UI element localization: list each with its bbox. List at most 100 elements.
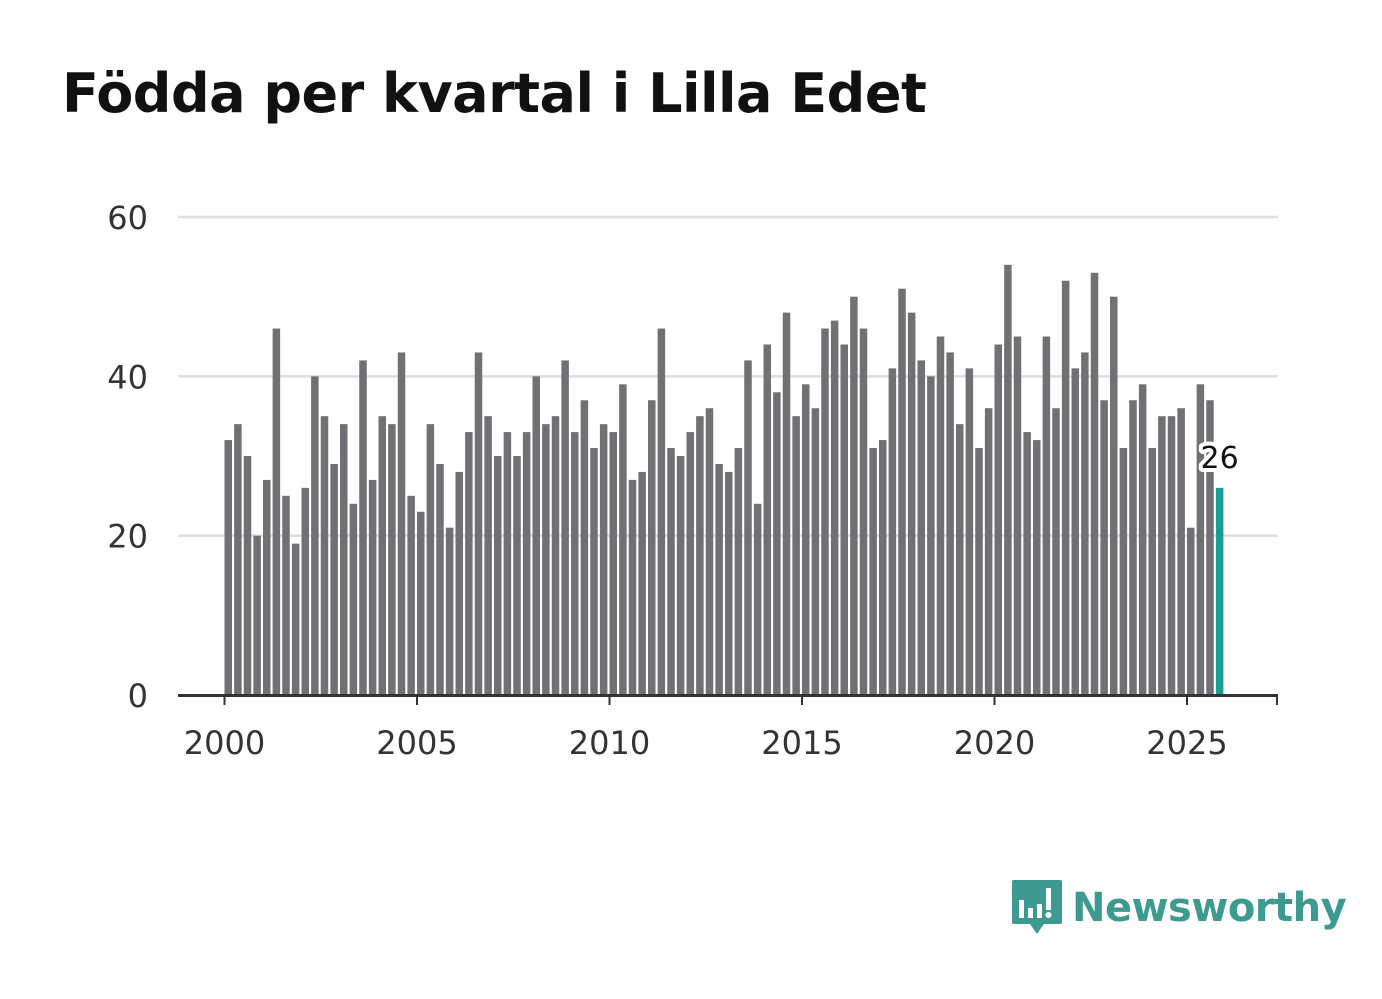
bar <box>1119 448 1128 695</box>
bar <box>465 432 473 695</box>
bar <box>715 463 723 695</box>
bar <box>1196 384 1205 695</box>
bar <box>311 376 319 695</box>
x-tick-label-2005: 2005 <box>376 724 457 762</box>
bar <box>484 416 492 695</box>
bar <box>503 432 512 695</box>
bar <box>879 440 887 695</box>
bar <box>1177 408 1185 695</box>
bar <box>609 432 618 695</box>
bar <box>1206 400 1214 695</box>
bar <box>1071 368 1080 695</box>
bar <box>291 543 300 695</box>
bar <box>648 400 656 695</box>
x-tick-label-2025: 2025 <box>1146 724 1227 762</box>
bar <box>1129 400 1137 695</box>
bar <box>1148 448 1157 695</box>
bar <box>1090 272 1099 695</box>
bar <box>975 448 983 695</box>
bar <box>388 424 396 695</box>
bar <box>676 456 685 695</box>
chart-title: Födda per kvartal i Lilla Edet <box>62 62 927 125</box>
bar <box>1033 440 1041 695</box>
x-tick-label-2020: 2020 <box>954 724 1035 762</box>
bar <box>1158 416 1166 695</box>
bar <box>994 344 1003 695</box>
bar <box>638 471 646 695</box>
bar <box>946 352 954 695</box>
bar <box>792 416 800 695</box>
bar <box>349 503 358 695</box>
bar <box>561 360 569 695</box>
bar <box>1061 280 1070 695</box>
bar <box>301 487 310 695</box>
brand-logo: Newsworthy <box>1010 878 1347 938</box>
bar <box>830 320 839 695</box>
bar <box>869 448 877 695</box>
y-tick-label-60: 60 <box>107 199 148 237</box>
bar <box>782 312 791 695</box>
bar <box>821 328 829 695</box>
bar <box>330 463 338 695</box>
bar-highlight <box>1215 487 1224 695</box>
axes: 0 20 40 60 2000 2005 2010 2015 2020 2025 26 <box>107 199 1278 762</box>
bar <box>898 288 906 695</box>
bar <box>840 344 849 695</box>
bar <box>734 448 743 695</box>
bar <box>927 376 935 695</box>
bar <box>1110 296 1118 695</box>
bar <box>907 312 916 695</box>
y-tick-label-20: 20 <box>107 518 148 556</box>
bar <box>282 495 290 695</box>
bar <box>397 352 406 695</box>
bar <box>802 384 810 695</box>
bar <box>1023 432 1031 695</box>
bar <box>580 400 589 695</box>
bar <box>426 424 435 695</box>
bar <box>1081 352 1089 695</box>
bar <box>378 416 387 695</box>
bar <box>590 448 598 695</box>
bar <box>532 376 541 695</box>
bar <box>474 352 483 695</box>
bar <box>1167 416 1176 695</box>
bar <box>859 328 868 695</box>
bar <box>417 511 425 695</box>
bar <box>744 360 752 695</box>
bar <box>705 408 714 695</box>
bar <box>773 392 781 695</box>
bar <box>513 456 521 695</box>
bar <box>494 456 502 695</box>
bar <box>234 424 242 695</box>
bar <box>551 416 560 695</box>
bar-chart-speech-bubble-icon <box>1012 880 1062 934</box>
bar <box>936 336 945 695</box>
y-tick-label-0: 0 <box>128 677 148 715</box>
bar-chart: 0 20 40 60 2000 2005 2010 2015 2020 2025 26 <box>107 199 1278 762</box>
bar <box>1100 400 1108 695</box>
bar <box>1004 264 1012 695</box>
bar <box>455 471 464 695</box>
bar <box>368 479 377 695</box>
y-tick-label-40: 40 <box>107 358 148 396</box>
bar <box>917 360 926 695</box>
bar <box>1138 384 1147 695</box>
x-tick-label-2000: 2000 <box>184 724 265 762</box>
bar <box>811 408 820 695</box>
bar <box>320 416 329 695</box>
bar <box>340 424 348 695</box>
bar <box>984 408 993 695</box>
bar <box>359 360 367 695</box>
bar <box>753 503 762 695</box>
bar <box>436 463 444 695</box>
bar <box>263 479 271 695</box>
bar <box>763 344 772 695</box>
bar <box>243 456 252 695</box>
bar <box>542 424 550 695</box>
bar <box>696 416 704 695</box>
bar <box>686 432 695 695</box>
x-tick-label-2015: 2015 <box>761 724 842 762</box>
bar <box>1187 527 1195 695</box>
bar <box>628 479 637 695</box>
bar <box>1042 336 1051 695</box>
